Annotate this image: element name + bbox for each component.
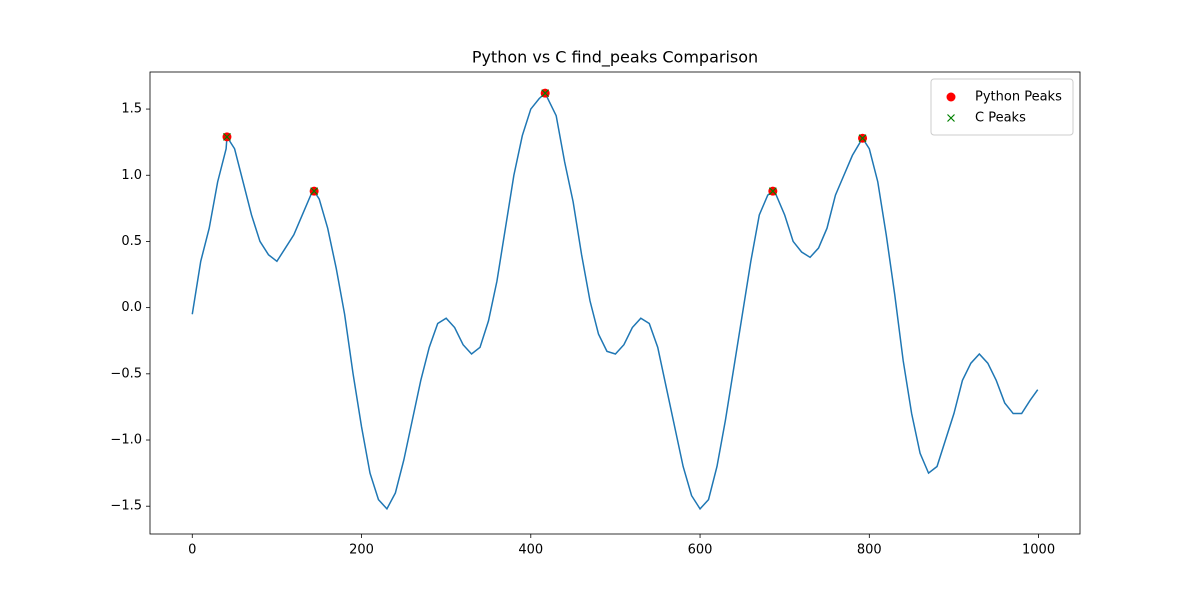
plot-frame	[149, 71, 1081, 535]
x-tick-label: 200	[349, 543, 374, 558]
legend-marker	[947, 114, 955, 122]
y-tick-label: −0.5	[110, 366, 142, 381]
peak-marker	[310, 187, 319, 196]
x-tick-label: 600	[688, 543, 713, 558]
y-tick-label: −1.5	[110, 499, 142, 514]
legend-box	[930, 78, 1074, 136]
x-tick-label: 800	[857, 543, 882, 558]
peak-marker	[858, 134, 867, 143]
x-tick-label: 0	[188, 543, 196, 558]
peak-marker	[768, 187, 777, 196]
y-tick-label: −1.0	[110, 433, 142, 448]
legend-label: C Peaks	[975, 111, 1026, 126]
y-tick-label: 0.5	[121, 234, 142, 249]
chart-title: Python vs C find_peaks Comparison	[472, 48, 758, 68]
data-line	[191, 91, 1039, 511]
y-tick-label: 0.0	[121, 300, 142, 315]
x-tick-label: 400	[518, 543, 543, 558]
y-tick-label: 1.0	[121, 168, 142, 183]
legend-label: Python Peaks	[975, 90, 1062, 105]
peak-marker	[223, 132, 231, 141]
legend-marker	[946, 92, 956, 102]
x-tick-label: 1000	[1022, 543, 1055, 558]
y-tick-label: 1.5	[121, 102, 142, 117]
peak-marker	[541, 89, 550, 98]
